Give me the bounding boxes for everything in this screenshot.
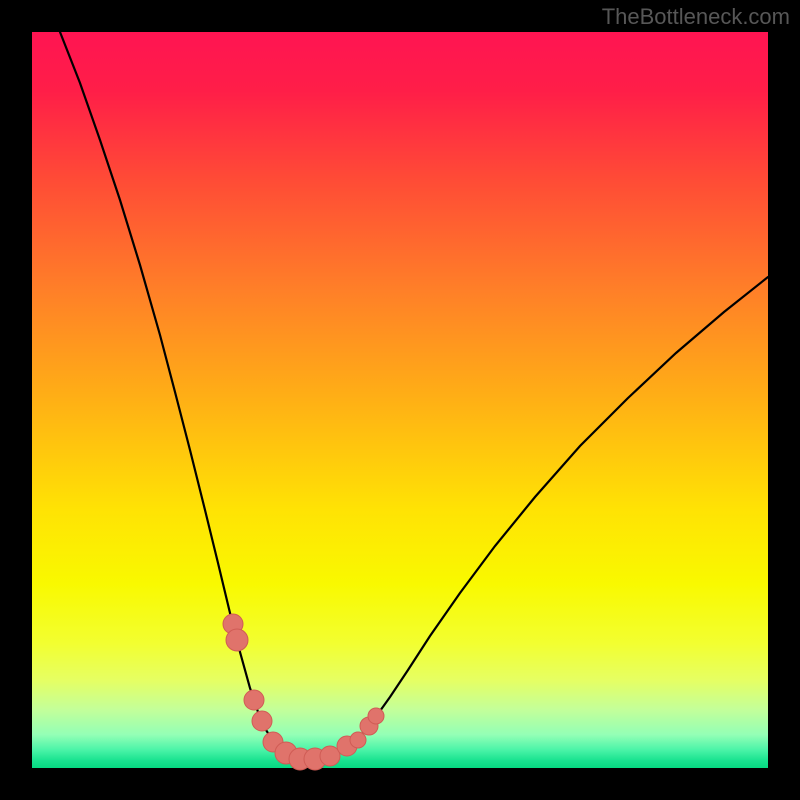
figure: TheBottleneck.com	[0, 0, 800, 800]
bottleneck-curve-chart	[0, 0, 800, 800]
data-marker	[244, 690, 264, 710]
plot-background	[32, 32, 768, 768]
data-marker	[368, 708, 384, 724]
data-marker	[252, 711, 272, 731]
data-marker	[350, 732, 366, 748]
data-marker	[226, 629, 248, 651]
watermark-text: TheBottleneck.com	[602, 4, 790, 30]
